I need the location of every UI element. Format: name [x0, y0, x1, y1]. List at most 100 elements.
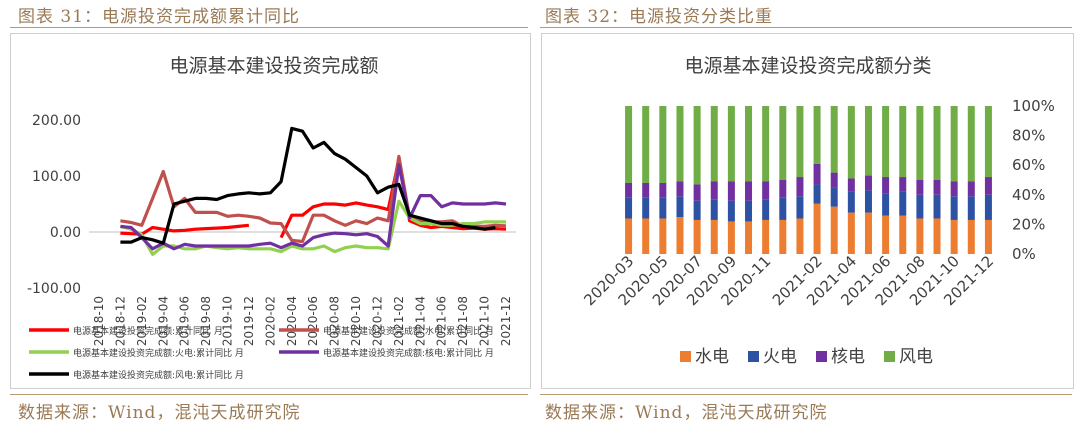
bar-segment-1	[967, 196, 975, 220]
bar-segment-2	[779, 180, 787, 198]
bar-segment-1	[762, 199, 770, 220]
bar-segment-0	[933, 218, 941, 254]
bar-segment-1	[847, 191, 855, 213]
series-line-4	[120, 126, 496, 245]
bar-segment-2	[659, 182, 667, 198]
bar-segment-3	[916, 106, 924, 180]
x-tick-label: 2021-02	[392, 296, 406, 346]
bar-segment-3	[899, 106, 907, 178]
bar-segment-3	[693, 106, 701, 185]
bar-segment-3	[659, 106, 667, 183]
bar-segment-2	[796, 177, 804, 197]
legend-label-4: 电源基本建设投资完成额:风电:累计同比 月	[73, 369, 244, 381]
right-source-rule	[540, 394, 1072, 395]
bar-segment-0	[899, 215, 907, 254]
legend-swatch-0	[680, 351, 691, 362]
stacked-bar-chart: 电源基本建设投资完成额分类0%20%40%60%80%100%2020-0320…	[580, 55, 1055, 367]
left-source-rule	[10, 394, 528, 395]
bar-segment-0	[813, 203, 821, 254]
x-tick-label: 2021-04	[413, 296, 427, 346]
bar-segment-0	[984, 219, 992, 254]
y-tick-label: 60%	[1012, 156, 1045, 174]
bar-segment-2	[950, 181, 958, 197]
bar-segment-0	[676, 217, 684, 254]
legend-label-2: 电源基本建设投资完成额:火电:累计同比 月	[73, 347, 244, 359]
bar-segment-0	[625, 218, 633, 254]
x-tick-label: 2020-02	[263, 296, 277, 346]
x-tick-label: 2021-06	[435, 296, 449, 346]
bar-segment-3	[745, 106, 753, 182]
bar-segment-0	[779, 219, 787, 254]
bar-segment-1	[796, 196, 804, 219]
bar-segment-2	[847, 178, 855, 192]
bar-segment-2	[693, 184, 701, 201]
bar-segment-0	[796, 218, 804, 254]
legend-label-1: 电源基本建设投资完成额:水电:累计同比 月	[323, 325, 494, 337]
bar-segment-1	[950, 196, 958, 220]
left-source-note: 数据来源：Wind，混沌天成研究院	[18, 403, 301, 423]
bar-segment-2	[813, 163, 821, 185]
bar-segment-1	[693, 200, 701, 220]
bar-segment-3	[830, 106, 838, 173]
series-line-2	[119, 199, 506, 256]
bar-segment-2	[933, 180, 941, 195]
x-tick-label: 2018-10	[92, 296, 106, 346]
legend-label-3: 风电	[899, 347, 933, 367]
bar-segment-2	[899, 177, 907, 192]
legend-swatch-3	[884, 351, 895, 362]
legend-label-2: 核电	[831, 347, 865, 367]
left-chart-panel: 电源基本建设投资完成额 -100.00 0.00 100.00 200.00 2018-1…	[10, 33, 531, 389]
line-chart: 电源基本建设投资完成额 -100.00 0.00 100.00 200.00 2018-1…	[27, 55, 516, 381]
x-tick-label: 2020-06	[306, 296, 320, 346]
bar-segment-2	[916, 180, 924, 195]
right-title-rule	[540, 27, 1072, 28]
bar-segment-2	[864, 175, 872, 191]
x-tick-label: 2019-08	[199, 296, 213, 346]
x-tick-label: 2020-04	[285, 296, 299, 346]
bar-segment-1	[899, 191, 907, 216]
x-tick-label: 2019-04	[156, 296, 170, 346]
bar-segment-2	[642, 182, 650, 198]
right-figure-title: 图表 32：电源投资分类比重	[545, 7, 774, 27]
y-tick-label: 0.00	[50, 225, 81, 241]
legend-label-1: 火电	[763, 347, 797, 367]
bar-segment-3	[950, 106, 958, 182]
bar-segment-3	[727, 106, 735, 182]
bar-segment-3	[642, 106, 650, 183]
bar-segment-3	[967, 106, 975, 182]
bar-segment-2	[625, 182, 633, 198]
legend-swatch-1	[748, 351, 759, 362]
bar-segment-0	[830, 206, 838, 254]
bar-segment-1	[710, 199, 718, 220]
bar-segment-2	[710, 181, 718, 200]
bar-segment-0	[693, 219, 701, 254]
bar-segment-1	[659, 197, 667, 219]
bar-segment-1	[745, 200, 753, 222]
bar-segment-1	[984, 194, 992, 220]
bar-segment-3	[625, 106, 633, 183]
bar-segment-0	[762, 219, 770, 254]
x-tick-label: 2019-12	[242, 296, 256, 346]
y-tick-label: 40%	[1012, 186, 1045, 204]
y-tick-label: -100.00	[27, 281, 81, 297]
bar-chart-title: 电源基本建设投资完成额分类	[684, 55, 931, 77]
x-tick-label: 2019-10	[221, 296, 235, 346]
legend-swatch-2	[816, 351, 827, 362]
bar-segment-1	[830, 187, 838, 207]
bar-segment-0	[745, 221, 753, 254]
bar-segment-0	[847, 212, 855, 254]
bar-segment-1	[916, 194, 924, 219]
x-tick-label: 2019-02	[135, 296, 149, 346]
legend-label-0: 水电	[695, 347, 729, 367]
bar-segment-0	[882, 215, 890, 254]
bar-segment-3	[779, 106, 787, 180]
bar-segment-0	[967, 219, 975, 254]
x-tick-label: 2018-12	[113, 296, 127, 346]
x-tick-label: 2020-12	[370, 296, 384, 346]
x-tick-label: 2021-08	[456, 296, 470, 346]
bar-segment-1	[813, 184, 821, 204]
bar-segment-2	[984, 177, 992, 195]
bar-segment-3	[933, 106, 941, 180]
bar-segment-1	[864, 190, 872, 213]
bar-segment-2	[830, 172, 838, 188]
